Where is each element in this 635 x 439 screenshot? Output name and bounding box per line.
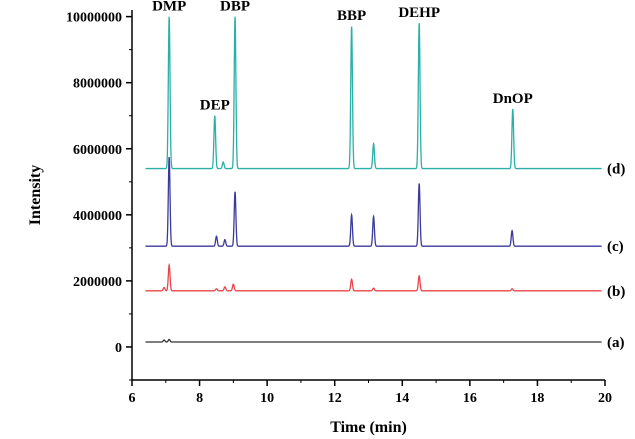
peak-label: DEP (200, 97, 230, 113)
trace-line-d (145, 16, 602, 170)
y-tick-label: 2000000 (73, 275, 122, 290)
y-tick-label: 10000000 (66, 11, 122, 26)
peak-label: DMP (152, 0, 186, 14)
x-tick-label: 10 (260, 391, 274, 406)
x-tick-label: 6 (129, 391, 136, 406)
trace-label: (a) (607, 335, 625, 351)
y-tick-label: 8000000 (73, 77, 122, 92)
trace-line-a (145, 338, 602, 343)
peak-label: DEHP (398, 5, 440, 21)
y-ticks: 0 2000000 4000000 6000000 8000000 10000000 (66, 11, 132, 381)
peak-annotations: DMP DEP DBP BBP DEHP DnOP (152, 0, 533, 113)
x-tick-label: 12 (328, 391, 342, 406)
y-tick-label: 0 (115, 341, 122, 356)
x-axis-title: Time (min) (330, 419, 407, 436)
x-tick-label: 16 (463, 391, 477, 406)
x-tick-label: 20 (598, 391, 612, 406)
y-axis-title: Intensity (27, 165, 44, 225)
trace-label: (b) (607, 284, 625, 300)
x-tick-label: 14 (395, 391, 409, 406)
trace-line-b (145, 262, 602, 292)
trace-line-c (145, 156, 602, 247)
peak-label: DBP (220, 0, 250, 14)
traces (145, 16, 602, 343)
y-tick-label: 6000000 (73, 143, 122, 158)
x-tick-label: 18 (530, 391, 544, 406)
trace-label: (d) (607, 162, 625, 178)
trace-labels: (a) (b) (c) (d) (607, 162, 625, 351)
y-tick-label: 4000000 (73, 209, 122, 224)
x-tick-label: 8 (196, 391, 203, 406)
peak-label: BBP (337, 8, 366, 24)
peak-label: DnOP (493, 91, 533, 107)
x-ticks: 6 8 10 12 14 16 18 20 (129, 380, 612, 406)
axes (131, 10, 605, 381)
trace-label: (c) (607, 239, 624, 255)
